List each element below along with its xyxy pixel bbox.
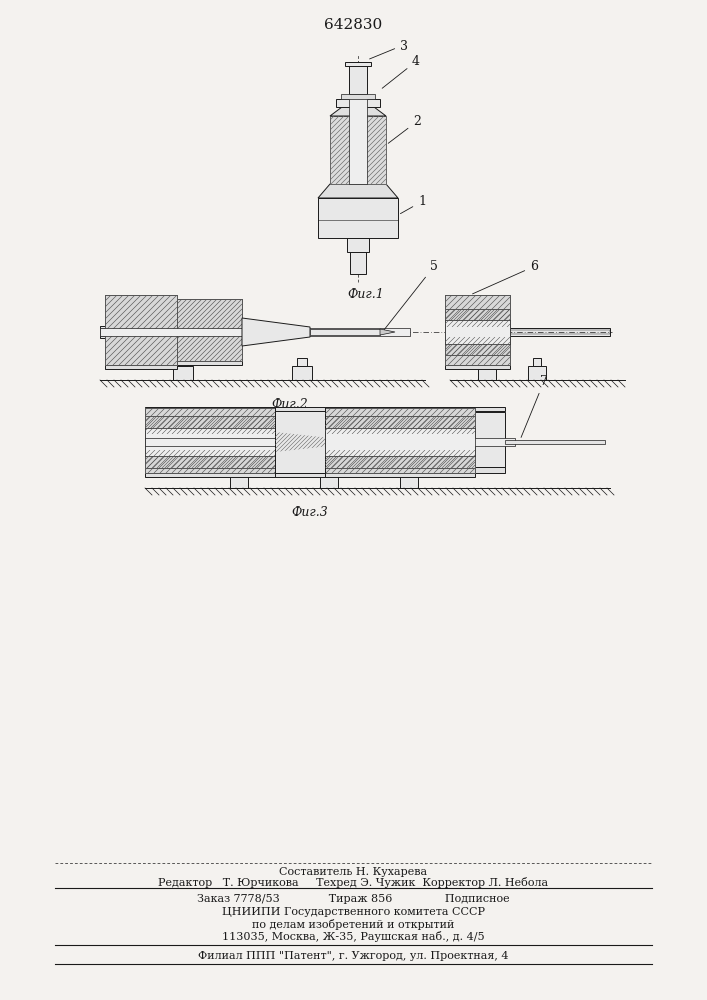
Bar xyxy=(325,470,333,476)
Bar xyxy=(178,358,188,366)
Text: Заказ 7778/53              Тираж 856               Подписное: Заказ 7778/53 Тираж 856 Подписное xyxy=(197,894,509,904)
Text: 1: 1 xyxy=(400,195,426,214)
Text: 2: 2 xyxy=(388,115,421,143)
Text: Филиал ППП "Патент", г. Ужгород, ул. Проектная, 4: Филиал ППП "Патент", г. Ужгород, ул. Про… xyxy=(198,951,508,961)
Bar xyxy=(145,438,515,446)
Bar xyxy=(320,476,338,488)
Text: Редактор   Т. Юрчикова     Техред Э. Чужик  Корректор Л. Небола: Редактор Т. Юрчикова Техред Э. Чужик Кор… xyxy=(158,876,548,888)
Text: 642830: 642830 xyxy=(324,18,382,32)
Bar xyxy=(347,238,369,252)
Bar xyxy=(292,366,312,380)
Bar xyxy=(349,94,367,184)
Bar xyxy=(325,416,475,434)
Bar xyxy=(145,416,275,434)
Bar xyxy=(145,473,275,477)
Text: 7: 7 xyxy=(521,375,548,437)
Bar xyxy=(275,407,325,411)
Text: 3: 3 xyxy=(370,40,408,59)
Bar xyxy=(325,408,475,473)
Text: по делам изобретений и открытий: по делам изобретений и открытий xyxy=(252,918,454,930)
Polygon shape xyxy=(330,107,386,116)
Bar xyxy=(445,320,510,344)
Bar xyxy=(445,295,510,365)
Bar xyxy=(145,450,275,468)
Bar xyxy=(325,473,475,477)
Bar xyxy=(510,330,610,334)
Bar xyxy=(445,309,510,327)
Bar xyxy=(318,198,398,238)
Bar xyxy=(173,366,193,380)
Bar xyxy=(145,407,275,411)
Text: 4: 4 xyxy=(382,55,420,88)
Bar xyxy=(445,337,510,355)
Bar xyxy=(336,99,380,107)
Text: Фиг.3: Фиг.3 xyxy=(291,506,328,519)
Bar xyxy=(100,328,130,336)
Text: 6: 6 xyxy=(472,260,538,294)
Bar xyxy=(325,407,475,411)
Polygon shape xyxy=(275,432,330,452)
Bar xyxy=(345,62,371,66)
Bar xyxy=(325,428,475,456)
Polygon shape xyxy=(380,329,395,335)
Text: 113035, Москва, Ж-35, Раушская наб., д. 4/5: 113035, Москва, Ж-35, Раушская наб., д. … xyxy=(222,930,484,942)
Polygon shape xyxy=(242,318,310,346)
Bar xyxy=(100,326,160,338)
Text: Фиг.1: Фиг.1 xyxy=(348,288,385,301)
Bar xyxy=(100,330,115,334)
Text: 5: 5 xyxy=(382,260,438,333)
Bar xyxy=(349,62,367,94)
Bar xyxy=(475,412,505,467)
Bar xyxy=(475,407,505,411)
Bar xyxy=(445,365,510,369)
Bar xyxy=(177,299,242,303)
Bar xyxy=(510,328,610,336)
Bar xyxy=(100,328,410,336)
Bar xyxy=(230,476,248,488)
Bar xyxy=(505,440,605,444)
Bar xyxy=(341,94,375,99)
Bar xyxy=(145,408,275,473)
Bar xyxy=(350,252,366,274)
Bar xyxy=(145,428,275,456)
Text: Составитель Н. Кухарева: Составитель Н. Кухарева xyxy=(279,867,427,877)
Bar xyxy=(177,361,242,365)
Polygon shape xyxy=(318,184,398,198)
Bar xyxy=(177,299,242,361)
Bar xyxy=(275,408,325,473)
Bar xyxy=(105,365,177,369)
Bar xyxy=(297,358,307,366)
Bar xyxy=(478,366,496,380)
Bar xyxy=(475,467,505,473)
Bar xyxy=(330,116,386,184)
Bar xyxy=(533,358,541,366)
Bar xyxy=(275,473,325,477)
Bar xyxy=(105,295,177,365)
Bar xyxy=(105,295,177,299)
Bar xyxy=(235,470,243,476)
Text: ЦНИИПИ Государственного комитета СССР: ЦНИИПИ Государственного комитета СССР xyxy=(221,907,484,917)
Bar xyxy=(445,295,510,299)
Bar xyxy=(310,329,380,335)
Bar xyxy=(483,358,491,366)
Bar xyxy=(528,366,546,380)
Bar xyxy=(405,470,413,476)
Bar xyxy=(325,450,475,468)
Bar xyxy=(400,476,418,488)
Text: Фиг.2: Фиг.2 xyxy=(271,398,308,411)
